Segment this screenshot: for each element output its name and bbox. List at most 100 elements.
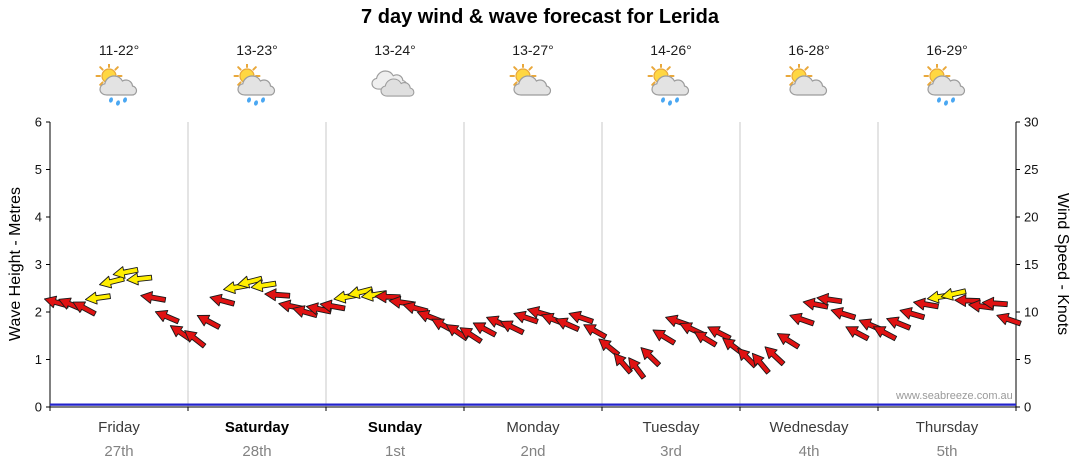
wind-arrow xyxy=(72,301,97,317)
weather-icon-sun-cloud-rain xyxy=(233,62,276,106)
temperature-range: 13-24° xyxy=(374,42,416,58)
wind-arrow xyxy=(154,310,180,325)
wind-arrow xyxy=(513,310,539,325)
wind-arrow xyxy=(264,288,291,302)
weather-icon-sun-cloud-rain xyxy=(647,62,690,106)
day-date: 28th xyxy=(242,443,272,460)
cloud-icon xyxy=(99,75,138,96)
wind-arrow xyxy=(640,347,662,368)
day-date: 3rd xyxy=(660,443,682,460)
weather-icon-slot xyxy=(647,62,695,115)
left-tick-label: 0 xyxy=(35,400,42,415)
wind-arrow xyxy=(996,312,1022,327)
wind-arrow xyxy=(913,297,939,311)
wind-arrow xyxy=(816,292,843,306)
wind-arrow xyxy=(598,338,621,357)
cloud-icon xyxy=(513,75,552,96)
temperature-range: 13-23° xyxy=(236,42,278,58)
cloud-icon xyxy=(237,75,276,96)
wind-arrow xyxy=(789,312,815,327)
page-title: 7 day wind & wave forecast for Lerida xyxy=(361,6,719,28)
cloud-icon xyxy=(789,75,828,96)
wind-arrow xyxy=(209,293,236,307)
raindrop-icon xyxy=(261,97,265,103)
day-label: Tuesday xyxy=(642,419,700,436)
day-label: Monday xyxy=(506,419,560,436)
raindrop-icon xyxy=(661,97,665,103)
weather-icon-slot xyxy=(509,62,557,115)
right-tick-label: 5 xyxy=(1024,352,1031,367)
wind-arrow xyxy=(237,275,263,289)
wind-arrow xyxy=(693,331,718,348)
raindrop-icon xyxy=(937,97,941,103)
wind-arrow xyxy=(374,290,401,304)
right-tick-label: 10 xyxy=(1024,305,1038,320)
raindrop-icon xyxy=(247,97,251,103)
wind-arrow xyxy=(184,330,207,349)
day-date: 4th xyxy=(798,443,820,460)
raindrop-icon xyxy=(116,100,120,106)
wind-arrow xyxy=(899,307,926,320)
wind-arrow xyxy=(112,266,139,279)
wind-arrow xyxy=(764,346,786,367)
wind-arrow xyxy=(84,291,111,305)
day-label: Saturday xyxy=(224,419,290,436)
left-tick-label: 3 xyxy=(35,257,42,272)
cloud-icon xyxy=(927,75,966,96)
cloud-icon xyxy=(380,78,415,97)
left-tick-label: 4 xyxy=(35,210,42,225)
wind-arrow xyxy=(250,279,277,293)
day-date: 2nd xyxy=(520,443,546,460)
right-tick-label: 30 xyxy=(1024,115,1038,130)
weather-icon-sun-cloud-rain xyxy=(923,62,966,106)
watermark: www.seabreeze.com.au xyxy=(896,390,1013,402)
raindrop-icon xyxy=(254,100,258,106)
wind-arrow xyxy=(872,326,898,342)
wind-arrow xyxy=(652,329,677,346)
wind-arrow xyxy=(347,286,374,299)
weather-icon-sun-cloud-rain xyxy=(95,62,138,106)
wind-arrow xyxy=(459,327,483,344)
weather-icon-slot xyxy=(923,62,971,115)
weather-icon-sun-cloud xyxy=(785,62,828,96)
wind-arrow xyxy=(126,272,153,286)
wind-arrow xyxy=(886,316,912,331)
day-date: 5th xyxy=(936,443,958,460)
raindrop-icon xyxy=(123,97,127,103)
wind-arrow xyxy=(568,310,594,325)
temperature-range: 11-22° xyxy=(98,42,140,58)
day-label: Wednesday xyxy=(769,419,849,436)
temperature-range: 14-26° xyxy=(650,42,692,58)
day-label: Friday xyxy=(98,419,140,436)
wind-arrow xyxy=(954,294,981,307)
wind-arrow xyxy=(319,299,346,313)
wind-arrow xyxy=(981,296,1008,310)
wind-arrow xyxy=(196,314,221,330)
temperature-range: 16-28° xyxy=(788,42,830,58)
wind-arrow xyxy=(472,322,497,338)
day-label: Sunday xyxy=(367,419,423,436)
raindrop-icon xyxy=(951,97,955,103)
day-date: 1st xyxy=(384,443,406,460)
wind-arrow xyxy=(776,333,801,350)
weather-icon-slot xyxy=(371,64,419,115)
weather-icon-cloudy xyxy=(371,70,415,97)
left-tick-label: 6 xyxy=(35,115,42,130)
wind-arrow xyxy=(583,324,608,340)
day-date: 27th xyxy=(104,443,134,460)
temperature-range: 16-29° xyxy=(926,42,968,58)
raindrop-icon xyxy=(944,100,948,106)
wind-arrow xyxy=(361,288,387,302)
right-tick-label: 15 xyxy=(1024,257,1038,272)
day-label: Thursday xyxy=(915,419,979,436)
wind-arrow xyxy=(140,291,167,304)
left-tick-label: 2 xyxy=(35,305,42,320)
weather-icon-sun-cloud xyxy=(509,62,552,96)
weather-icon-slot xyxy=(95,62,143,115)
left-tick-label: 5 xyxy=(35,162,42,177)
cloud-icon xyxy=(651,75,690,96)
weather-icon-slot xyxy=(785,62,833,115)
wind-arrow xyxy=(940,288,967,301)
wind-arrow xyxy=(845,326,870,342)
